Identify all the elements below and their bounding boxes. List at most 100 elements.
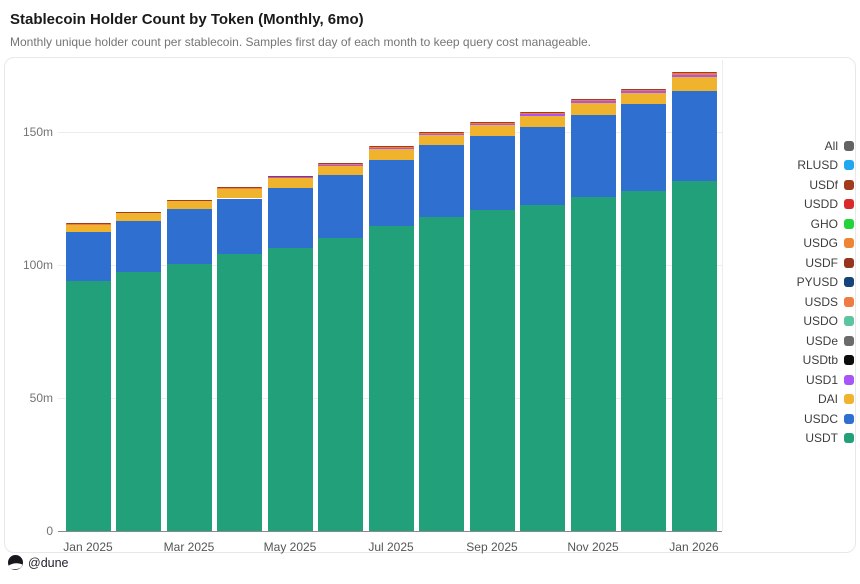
bar-segment-usdt-jan-2025[interactable] [65,280,111,531]
bar-segment-dai-jul-2025[interactable] [368,149,414,160]
bar-segment-usdt-jul-2025[interactable] [368,226,414,531]
bar-segment-usds-nov-2025[interactable] [570,99,616,101]
bar-segment-usdf-jul-2025[interactable] [368,146,414,147]
bar-segment-usdc-jan-2025[interactable] [65,231,111,281]
legend-item-usdc[interactable]: USDC [797,409,854,429]
bar-segment-usdt-aug-2025[interactable] [419,217,464,531]
bar-segment-dai-nov-2025[interactable] [570,102,616,115]
bar-segment-usdc-jul-2025[interactable] [368,159,414,227]
bar-segment-dai-jan-2026[interactable] [671,76,717,91]
bar-segment-usdc-may-2025[interactable] [267,187,313,248]
legend-label: USD1 [805,372,838,387]
legend-item-usde[interactable]: USDe [797,331,854,351]
legend-label: USDe [805,333,838,348]
legend-item-dai[interactable]: DAI [797,390,854,410]
x-axis-tick-label: Sep 2025 [466,540,518,554]
x-axis-tick-label: Nov 2025 [567,540,619,554]
bar-segment-usd1-sep-2025[interactable] [469,123,515,126]
bar-segment-usdt-jun-2025[interactable] [318,238,363,531]
bar-segment-usd1-may-2025[interactable] [267,176,313,179]
bar-segment-usdf-oct-2025[interactable] [520,111,565,113]
bar-segment-usd1-mar-2025[interactable] [166,200,212,202]
y-axis-tick-label: 0 [46,524,53,538]
legend-label: All [824,138,838,153]
bar-segment-usdf-nov-2025[interactable] [570,98,616,100]
bar-segment-usdt-sep-2025[interactable] [469,210,515,531]
bar-segment-usdf-apr-2025[interactable] [217,187,262,188]
legend-item-usdt[interactable]: USDT [797,429,854,449]
legend-item-usdo[interactable]: USDO [797,312,854,332]
bar-segment-usdt-oct-2025[interactable] [520,205,565,531]
bar-segment-usds-jan-2026[interactable] [671,73,717,75]
bar-segment-usdf-jan-2026[interactable] [671,71,717,74]
bar-segment-usd1-dec-2025[interactable] [621,91,666,94]
bar-segment-dai-aug-2025[interactable] [419,135,464,146]
legend-item-rlusd[interactable]: RLUSD [797,156,854,176]
legend-item-usds[interactable]: USDS [797,292,854,312]
legend-swatch [844,355,854,366]
bar-segment-usd1-feb-2025[interactable] [116,212,161,213]
bar-segment-dai-jan-2025[interactable] [65,224,111,232]
bar-segment-usdt-may-2025[interactable] [267,247,313,531]
bar-segment-usdf-aug-2025[interactable] [419,132,464,133]
bar-segment-usd1-apr-2025[interactable] [217,188,262,190]
legend-label: PYUSD [796,275,838,290]
bar-segment-usds-apr-2025[interactable] [217,187,262,189]
bar-segment-usd1-nov-2025[interactable] [570,100,616,103]
bar-segment-usdf-dec-2025[interactable] [621,88,666,90]
legend-item-usdtb[interactable]: USDtb [797,351,854,371]
bar-segment-usd1-jul-2025[interactable] [368,147,414,150]
bar-segment-dai-may-2025[interactable] [267,178,313,188]
bar-segment-dai-dec-2025[interactable] [621,93,666,105]
bar-segment-usdc-nov-2025[interactable] [570,114,616,198]
bar-segment-usds-oct-2025[interactable] [520,112,565,114]
bar-segment-usd1-aug-2025[interactable] [419,133,464,136]
legend-item-pyusd[interactable]: PYUSD [797,273,854,293]
bar-segment-usd1-oct-2025[interactable] [520,113,565,116]
bar-segment-usd1-jan-2026[interactable] [671,74,717,77]
legend-swatch [844,296,854,307]
bar-segment-usdc-sep-2025[interactable] [469,135,515,211]
bar-segment-usds-dec-2025[interactable] [621,89,666,92]
bar-segment-dai-feb-2025[interactable] [116,212,161,222]
bar-segment-usdc-apr-2025[interactable] [217,198,262,255]
bar-segment-usdc-feb-2025[interactable] [116,221,161,272]
bar-segment-dai-mar-2025[interactable] [166,201,212,210]
bar-segment-usd1-jan-2025[interactable] [65,223,111,225]
bar-segment-usdf-may-2025[interactable] [267,175,313,177]
legend-item-usd1[interactable]: USD1 [797,370,854,390]
bar-segment-usdc-dec-2025[interactable] [621,104,666,191]
bar-segment-dai-sep-2025[interactable] [469,125,515,136]
legend-item-usdf[interactable]: USDf [797,175,854,195]
legend-item-usdf[interactable]: USDF [797,253,854,273]
bar-segment-dai-apr-2025[interactable] [217,189,262,199]
bar-segment-usdt-apr-2025[interactable] [217,254,262,531]
bar-segment-usdt-mar-2025[interactable] [166,263,212,531]
bar-segment-usdt-jan-2026[interactable] [671,181,717,531]
dune-logo-icon [8,555,23,570]
bar-segment-dai-jun-2025[interactable] [318,165,363,175]
bar-segment-usd1-jun-2025[interactable] [318,164,363,166]
bar-segment-usds-may-2025[interactable] [267,176,313,177]
bar-segment-usds-jul-2025[interactable] [368,146,414,148]
bar-segment-usdc-jan-2026[interactable] [671,90,717,182]
bar-segment-usds-jun-2025[interactable] [318,163,363,165]
legend-label: USDG [803,236,838,251]
bar-segment-usdf-jun-2025[interactable] [318,163,363,164]
legend-item-usdd[interactable]: USDD [797,195,854,215]
bar-segment-usdc-jun-2025[interactable] [318,174,363,239]
legend-swatch [844,433,854,444]
legend-item-all[interactable]: All [797,136,854,156]
legend-item-usdg[interactable]: USDG [797,234,854,254]
bar-segment-dai-oct-2025[interactable] [520,115,565,127]
bar-segment-usdf-sep-2025[interactable] [469,121,515,123]
legend-item-gho[interactable]: GHO [797,214,854,234]
bar-segment-usdc-mar-2025[interactable] [166,209,212,264]
bar-segment-usdt-feb-2025[interactable] [116,271,161,531]
bar-segment-usdt-nov-2025[interactable] [570,197,616,531]
bar-segment-usdt-dec-2025[interactable] [621,190,666,531]
bar-segment-usdc-oct-2025[interactable] [520,126,565,206]
bar-segment-usdc-aug-2025[interactable] [419,145,464,218]
bar-segment-usds-aug-2025[interactable] [419,132,464,134]
bar-segment-usds-sep-2025[interactable] [469,122,515,124]
